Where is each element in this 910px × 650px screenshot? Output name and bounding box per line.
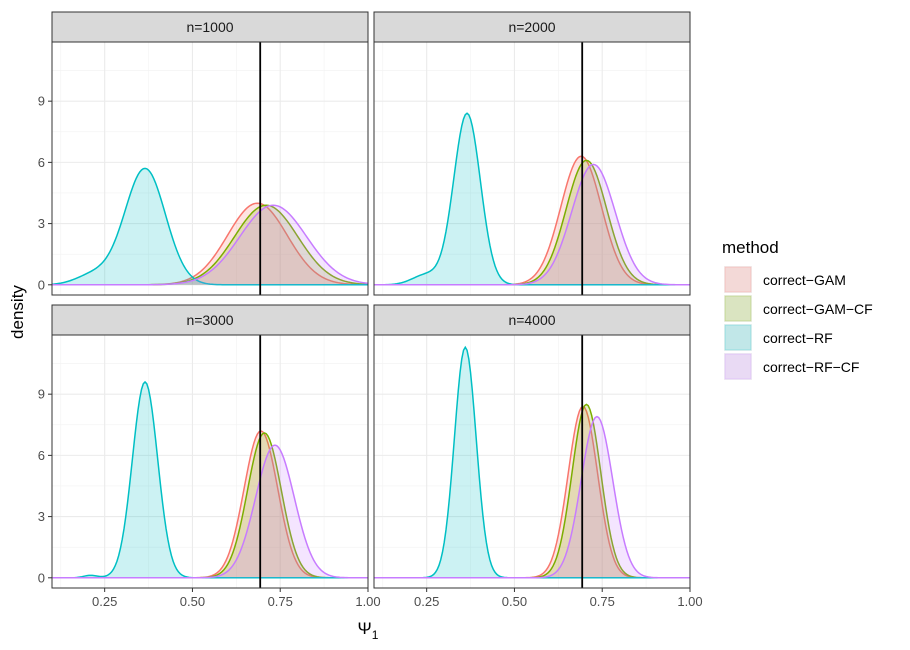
- legend-key-background: [724, 295, 752, 322]
- x-axis-title-symbol: Ψ: [358, 619, 372, 638]
- density-area: [374, 347, 690, 578]
- x-tick-label: 0.25: [414, 594, 439, 609]
- y-tick-label: 3: [38, 509, 45, 524]
- x-axis-title-subscript: 1: [372, 628, 379, 642]
- facet-strip: [373, 11, 691, 43]
- density-area: [374, 160, 690, 285]
- x-tick-label: 1.00: [677, 594, 702, 609]
- panel-border: [51, 334, 369, 589]
- y-tick-label: 9: [38, 94, 45, 109]
- panel-border: [373, 334, 691, 589]
- y-tick-label: 0: [38, 277, 45, 292]
- facet-strip-label: n=3000: [186, 312, 233, 328]
- legend-key-swatch: [724, 324, 752, 351]
- facet-panel: n=2000: [373, 11, 691, 296]
- facet-panel: n=4000 0.25 0.50 0.75 1.00: [373, 304, 703, 609]
- legend-label: correct−GAM−CF: [763, 301, 873, 317]
- density-area: [52, 381, 368, 578]
- x-tick-label: 0.50: [180, 594, 205, 609]
- facet-strip: [51, 11, 369, 43]
- y-tick-label: 0: [38, 570, 45, 585]
- y-tick-label: 6: [38, 155, 45, 170]
- y-tick-label: 9: [38, 387, 45, 402]
- panel-border: [373, 41, 691, 296]
- density-line: [51, 167, 368, 286]
- facet-strip-label: n=4000: [508, 312, 555, 328]
- legend-key-background: [724, 324, 752, 351]
- density-area: [374, 156, 690, 285]
- density-area: [52, 203, 368, 285]
- legend: method correct−GAM correct−GAM−CF correct−R…: [722, 238, 873, 380]
- x-tick-label: 0.75: [590, 594, 615, 609]
- legend-label: correct−RF: [763, 330, 833, 346]
- legend-key-background: [724, 266, 752, 293]
- x-tick-label: 0.25: [92, 594, 117, 609]
- density-line: [373, 112, 690, 286]
- y-tick-label: 6: [38, 448, 45, 463]
- density-area: [52, 205, 368, 285]
- legend-key-swatch: [724, 295, 752, 322]
- panel-background: [52, 335, 368, 588]
- facet-strip-label: n=1000: [186, 19, 233, 35]
- panel-background: [374, 335, 690, 588]
- density-line: [52, 444, 368, 579]
- panel-background: [374, 42, 690, 295]
- legend-key-background: [724, 353, 752, 380]
- x-tick-label: 1.00: [355, 594, 380, 609]
- y-tick-label: 3: [38, 216, 45, 231]
- legend-key-swatch: [724, 353, 752, 380]
- density-line: [374, 415, 690, 579]
- density-area: [52, 432, 368, 578]
- legend-label: correct−RF−CF: [763, 359, 859, 375]
- x-tick-label: 0.75: [268, 594, 293, 609]
- legend-title: method: [722, 238, 779, 257]
- density-area: [374, 113, 690, 285]
- facet-panel: n=3000 0 3 6 9 0.25 0.50 0.75 1.00: [38, 304, 381, 609]
- legend-label: correct−GAM: [763, 272, 846, 288]
- facet-strip: [373, 304, 691, 336]
- facet-strip-label: n=2000: [508, 19, 555, 35]
- facet-panel: n=1000 0 3 6 9: [38, 11, 369, 296]
- y-axis-title: density: [8, 285, 27, 339]
- density-area: [52, 168, 368, 285]
- density-line: [374, 163, 690, 286]
- density-area: [374, 416, 690, 578]
- x-axis-title: Ψ1: [358, 619, 379, 642]
- panel-border: [51, 41, 369, 296]
- x-tick-label: 0.50: [502, 594, 527, 609]
- legend-key-swatch: [724, 266, 752, 293]
- density-line: [52, 204, 369, 286]
- density-area: [52, 205, 368, 285]
- density-area: [374, 164, 690, 285]
